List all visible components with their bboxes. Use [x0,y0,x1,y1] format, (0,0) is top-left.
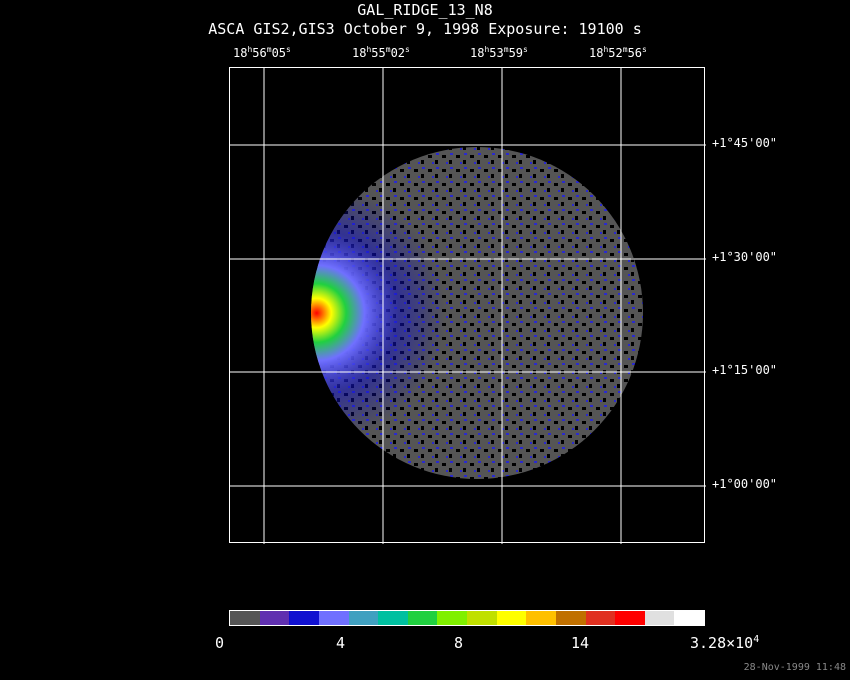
dec-label-3: +1°15'00" [712,363,778,377]
ra-label-3: 18h53m59s [470,45,528,60]
colorbar-swatch-9 [496,611,527,625]
ra-label-1: 18h56m05s [233,45,291,60]
colorbar-swatch-14 [644,611,675,625]
x-ray-emission [311,147,643,479]
colorbar-swatch-15 [674,611,704,625]
dec-label-4: +1°00'00" [712,477,778,491]
colorbar [229,610,705,626]
image-title: GAL_RIDGE_13_N8 [357,1,493,19]
colorbar-label-4: 4 [336,634,346,652]
colorbar-swatch-3 [318,611,349,625]
colorbar-swatch-1 [259,611,290,625]
sky-image-panel [229,67,706,544]
ra-label-2: 18h55m02s [352,45,410,60]
colorbar-swatch-4 [348,611,379,625]
colorbar-swatch-13 [615,611,645,625]
colorbar-swatch-0 [230,611,260,625]
colorbar-swatch-7 [437,611,467,625]
image-subtitle: ASCA GIS2,GIS3 October 9, 1998 Exposure:… [208,20,642,38]
coordinate-grid [230,68,706,544]
colorbar-swatch-11 [555,611,586,625]
timestamp: 28-Nov-1999 11:48 [743,662,846,673]
colorbar-label-8: 8 [454,634,464,652]
colorbar-label-0: 0 [215,634,225,652]
colorbar-swatch-2 [289,611,319,625]
colorbar-swatch-6 [407,611,438,625]
dec-label-2: +1°30'00" [712,250,778,264]
colorbar-swatch-8 [467,611,497,625]
colorbar-label-14: 14 [571,634,590,652]
ra-label-4: 18h52m56s [589,45,647,60]
colorbar-swatch-5 [378,611,408,625]
colorbar-label-max: 3.28×104 [690,634,760,652]
sky-image [230,68,706,544]
colorbar-swatch-12 [585,611,616,625]
colorbar-swatch-10 [526,611,556,625]
dec-label-1: +1°45'00" [712,136,778,150]
